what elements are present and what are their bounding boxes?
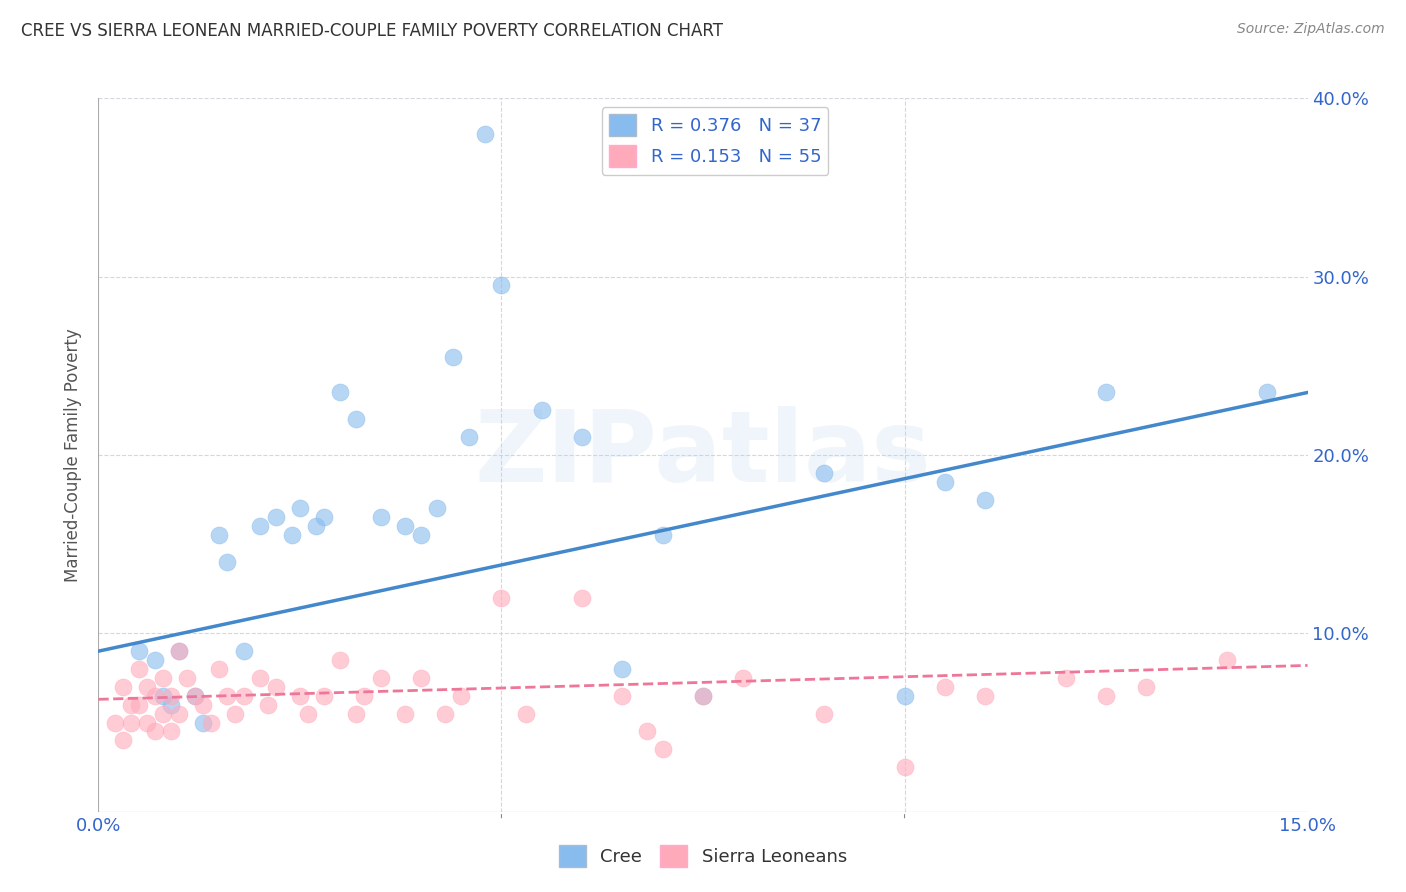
Point [692, 689, 714, 703]
Point [152, 706, 174, 721]
Point [217, 689, 239, 703]
Point [474, 127, 496, 141]
Point [305, 519, 328, 533]
Point [184, 689, 207, 703]
Point [394, 706, 416, 721]
Point [491, 591, 513, 605]
Point [893, 760, 915, 774]
Point [128, 644, 150, 658]
Point [152, 671, 174, 685]
Point [281, 528, 304, 542]
Point [232, 644, 254, 658]
Point [111, 733, 134, 747]
Point [329, 653, 352, 667]
Point [143, 653, 166, 667]
Point [143, 724, 166, 739]
Point [1135, 680, 1157, 694]
Point [612, 662, 634, 676]
Point [224, 706, 246, 721]
Point [1216, 653, 1239, 667]
Point [426, 501, 449, 516]
Point [813, 706, 835, 721]
Point [571, 591, 593, 605]
Legend: Cree, Sierra Leoneans: Cree, Sierra Leoneans [551, 838, 855, 874]
Point [120, 715, 142, 730]
Point [249, 519, 271, 533]
Point [344, 412, 367, 426]
Point [120, 698, 142, 712]
Point [193, 698, 215, 712]
Point [160, 724, 183, 739]
Point [167, 706, 190, 721]
Point [1095, 385, 1118, 400]
Point [370, 510, 392, 524]
Point [692, 689, 714, 703]
Point [128, 698, 150, 712]
Point [160, 698, 183, 712]
Point [314, 510, 336, 524]
Point [264, 510, 287, 524]
Text: ZIPatlas: ZIPatlas [475, 407, 931, 503]
Point [571, 430, 593, 444]
Point [409, 671, 432, 685]
Point [530, 403, 553, 417]
Point [200, 715, 222, 730]
Point [934, 475, 956, 489]
Point [733, 671, 755, 685]
Point [208, 528, 231, 542]
Point [974, 689, 997, 703]
Point [152, 689, 174, 703]
Point [974, 492, 997, 507]
Point [344, 706, 367, 721]
Point [208, 662, 231, 676]
Point [370, 671, 392, 685]
Point [176, 671, 198, 685]
Point [167, 644, 190, 658]
Point [297, 706, 319, 721]
Text: Source: ZipAtlas.com: Source: ZipAtlas.com [1237, 22, 1385, 37]
Point [394, 519, 416, 533]
Point [434, 706, 457, 721]
Point [314, 689, 336, 703]
Point [651, 528, 673, 542]
Point [249, 671, 271, 685]
Point [491, 278, 513, 293]
Y-axis label: Married-Couple Family Poverty: Married-Couple Family Poverty [65, 328, 83, 582]
Point [184, 689, 207, 703]
Point [1054, 671, 1077, 685]
Point [111, 680, 134, 694]
Point [167, 644, 190, 658]
Point [636, 724, 658, 739]
Point [143, 689, 166, 703]
Point [1095, 689, 1118, 703]
Point [103, 715, 125, 730]
Point [264, 680, 287, 694]
Point [128, 662, 150, 676]
Point [651, 742, 673, 756]
Point [288, 501, 311, 516]
Point [135, 680, 157, 694]
Point [515, 706, 537, 721]
Point [353, 689, 375, 703]
Point [934, 680, 956, 694]
Point [160, 689, 183, 703]
Text: CREE VS SIERRA LEONEAN MARRIED-COUPLE FAMILY POVERTY CORRELATION CHART: CREE VS SIERRA LEONEAN MARRIED-COUPLE FA… [21, 22, 723, 40]
Point [893, 689, 915, 703]
Point [288, 689, 311, 703]
Point [1256, 385, 1278, 400]
Point [329, 385, 352, 400]
Point [441, 350, 464, 364]
Point [256, 698, 278, 712]
Point [458, 430, 481, 444]
Point [217, 555, 239, 569]
Point [193, 715, 215, 730]
Point [409, 528, 432, 542]
Point [135, 715, 157, 730]
Point [612, 689, 634, 703]
Point [232, 689, 254, 703]
Point [450, 689, 472, 703]
Point [813, 466, 835, 480]
